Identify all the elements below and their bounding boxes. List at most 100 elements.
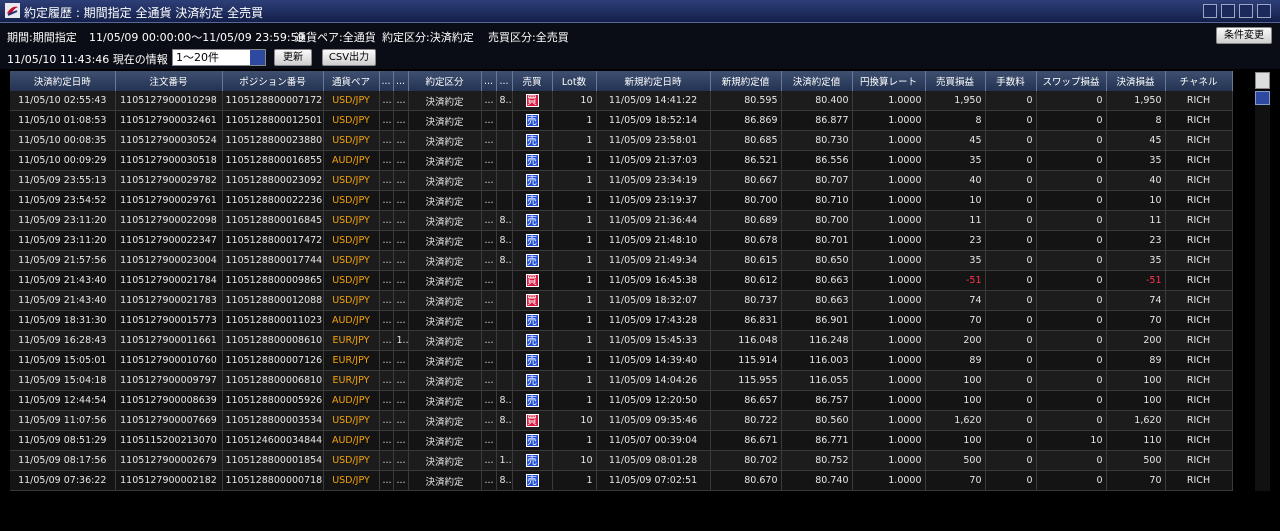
cell: 1105115200213070: [115, 430, 223, 451]
cell: 0: [985, 210, 1037, 231]
cell: 86.901: [781, 310, 853, 331]
cell: ...: [379, 250, 394, 271]
cell: 10: [1036, 430, 1107, 451]
change-conditions-button[interactable]: 条件変更: [1216, 27, 1272, 44]
column-settings-button[interactable]: [1255, 72, 1270, 89]
cell: 決済約定: [408, 290, 482, 311]
column-header: 注文番号: [115, 71, 223, 91]
cell: ...: [379, 110, 394, 131]
column-header: ポジション番号: [222, 71, 324, 91]
cell: 0: [985, 450, 1037, 471]
cell: 決済約定: [408, 210, 482, 231]
cell: ...: [393, 450, 409, 471]
cell: 1105127900022098: [115, 210, 223, 231]
cell: EUR/JPY: [323, 370, 380, 391]
buy-badge: 買: [525, 414, 539, 427]
maximize-button[interactable]: [1239, 4, 1253, 18]
minimize-button[interactable]: [1221, 4, 1235, 18]
cell: ...: [379, 470, 394, 491]
cell: 86.657: [710, 390, 782, 411]
cell: 1105128800016845: [222, 210, 324, 231]
cell: 1: [552, 370, 597, 391]
pin-button[interactable]: [1203, 4, 1217, 18]
cell: 1.0000: [852, 330, 926, 351]
cell: 1105127900002679: [115, 450, 223, 471]
cell: 1.0000: [852, 210, 926, 231]
scroll-up-button[interactable]: [1255, 91, 1270, 105]
refresh-button[interactable]: 更新: [274, 49, 312, 66]
cell: USD/JPY: [323, 250, 380, 271]
cell: 1: [552, 290, 597, 311]
cell: 200: [925, 330, 986, 351]
cell: 1105128800023092: [222, 170, 324, 191]
cell: 23: [1106, 230, 1166, 251]
cell: 0: [1036, 350, 1107, 371]
cell: 11/05/09 09:35:46: [596, 410, 711, 431]
cell: 80.707: [781, 170, 853, 191]
cell: AUD/JPY: [323, 150, 380, 171]
cell: -51: [1106, 270, 1166, 291]
cell: ...: [481, 470, 497, 491]
cell: RICH: [1165, 210, 1233, 231]
cell: 0: [985, 350, 1037, 371]
cell: 0: [1036, 410, 1107, 431]
cell: 0: [1036, 330, 1107, 351]
cell: 1.0000: [852, 91, 926, 111]
csv-button[interactable]: CSV出力: [322, 49, 376, 66]
cell: 1105128800017472: [222, 230, 324, 251]
table-row: 11/05/09 12:44:54 1105127900008639 1105128…: [10, 390, 1233, 411]
cell: 1105127900009797: [115, 370, 223, 391]
cell: 11/05/09 15:04:18: [10, 370, 116, 391]
cell: 1105127900021784: [115, 270, 223, 291]
cell: 0: [985, 290, 1037, 311]
cell: 40: [1106, 170, 1166, 191]
cell: 0: [985, 470, 1037, 491]
cell: 11/05/09 08:01:28: [596, 450, 711, 471]
cell: 決済約定: [408, 110, 482, 131]
cell: 11/05/09 18:31:30: [10, 310, 116, 331]
cell: ...: [481, 290, 497, 311]
cell: ...: [481, 150, 497, 171]
cell: ...: [481, 450, 497, 471]
cell: 1,950: [1106, 91, 1166, 111]
page-select[interactable]: 1〜20件: [172, 49, 266, 66]
side-cell: 売: [512, 450, 553, 471]
cell: 10: [925, 190, 986, 211]
cell: 1105128800022236: [222, 190, 324, 211]
column-header: 新規約定日時: [596, 71, 711, 91]
column-header: 決済約定日時: [10, 71, 116, 91]
cell: 80.700: [781, 210, 853, 231]
cell: RICH: [1165, 270, 1233, 291]
cell: 決済約定: [408, 410, 482, 431]
cell: 70: [925, 470, 986, 491]
side-cell: 売: [512, 150, 553, 171]
table-row: 11/05/10 01:08:53 1105127900032461 1105128…: [10, 110, 1233, 131]
cell: ...: [379, 210, 394, 231]
cell: 115.914: [710, 350, 782, 371]
cell: 1105128800023880: [222, 130, 324, 151]
filter-period: 11/05/09 00:00:00〜11/05/09 23:59:59: [89, 31, 305, 44]
cell: 116.048: [710, 330, 782, 351]
cell: 1.0000: [852, 410, 926, 431]
cell: 1105128800006810: [222, 370, 324, 391]
cell: 1105128800003534: [222, 410, 324, 431]
cell: ...: [393, 410, 409, 431]
cell: 1105128800007126: [222, 350, 324, 371]
cell: 1105127900030518: [115, 150, 223, 171]
cell: ...: [393, 390, 409, 411]
header-row: 決済約定日時 注文番号 ポジション番号 通貨ペア...... 約定区分...... 売買 L…: [10, 71, 1233, 91]
cell: ...: [481, 310, 497, 331]
cell: RICH: [1165, 110, 1233, 131]
cell: ...: [393, 290, 409, 311]
cell: 1105128800011023: [222, 310, 324, 331]
cell: RICH: [1165, 330, 1233, 351]
cell: 11/05/09 23:55:13: [10, 170, 116, 191]
close-button[interactable]: [1257, 4, 1271, 18]
cell: 80.702: [710, 450, 782, 471]
cell: 11/05/10 00:09:29: [10, 150, 116, 171]
cell: 決済約定: [408, 350, 482, 371]
cell: USD/JPY: [323, 130, 380, 151]
cell: 74: [1106, 290, 1166, 311]
side-cell: 売: [512, 250, 553, 271]
cell: 80.689: [710, 210, 782, 231]
